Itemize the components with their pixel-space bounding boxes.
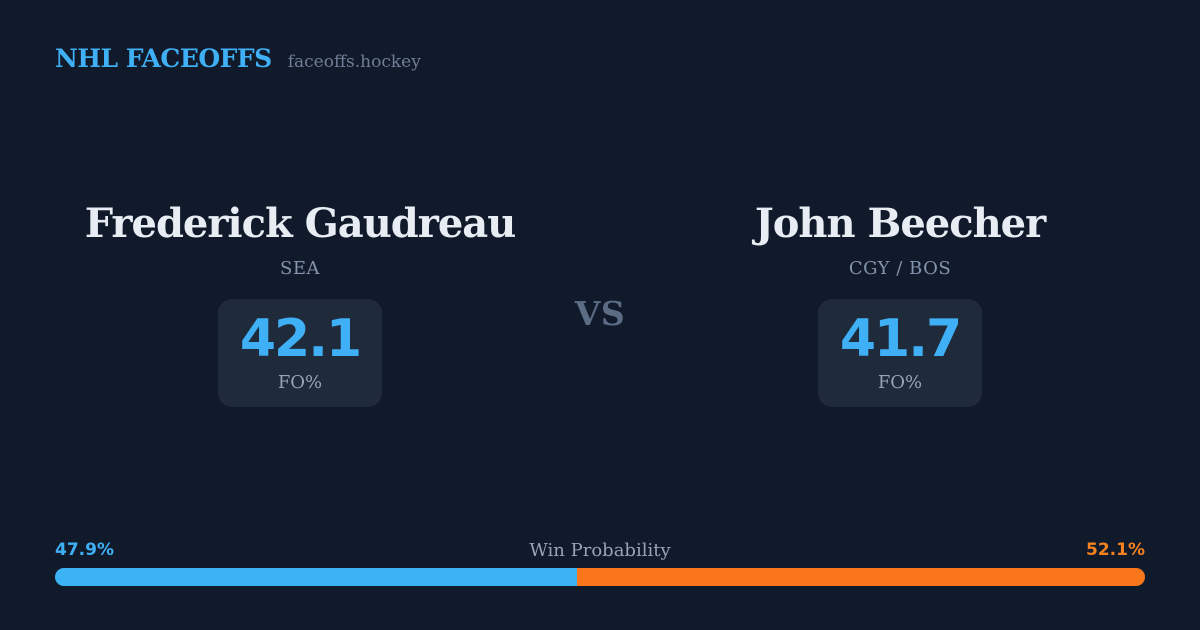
stat-value: 41.7 bbox=[839, 309, 962, 369]
vs-label: VS bbox=[574, 294, 626, 333]
win-probability-bar bbox=[55, 568, 1145, 586]
player-team: CGY / BOS bbox=[848, 258, 952, 279]
stat-label: FO% bbox=[877, 372, 923, 393]
win-probability-left-pct: 47.9% bbox=[55, 540, 114, 560]
win-probability-title: Win Probability bbox=[529, 540, 671, 561]
win-probability-right-pct: 52.1% bbox=[1086, 540, 1145, 560]
player-name: John Beecher bbox=[754, 200, 1046, 247]
brand-title: NHL FACEOFFS bbox=[55, 44, 272, 73]
header: NHL FACEOFFS faceoffs.hockey bbox=[55, 44, 421, 73]
player-panel-right: John Beecher CGY / BOS 41.7 FO% bbox=[600, 200, 1200, 407]
site-url: faceoffs.hockey bbox=[287, 52, 421, 72]
stat-label: FO% bbox=[277, 372, 323, 393]
stat-card: 41.7 FO% bbox=[818, 299, 982, 407]
win-bar-right-segment bbox=[577, 568, 1145, 586]
stat-value: 42.1 bbox=[239, 309, 362, 369]
player-team: SEA bbox=[280, 258, 320, 279]
player-panel-left: Frederick Gaudreau SEA 42.1 FO% bbox=[0, 200, 600, 407]
win-probability-section: 47.9% Win Probability 52.1% bbox=[55, 540, 1145, 586]
win-probability-labels: 47.9% Win Probability 52.1% bbox=[55, 540, 1145, 564]
win-bar-left-segment bbox=[55, 568, 578, 586]
stat-card: 42.1 FO% bbox=[218, 299, 382, 407]
player-name: Frederick Gaudreau bbox=[84, 200, 517, 247]
